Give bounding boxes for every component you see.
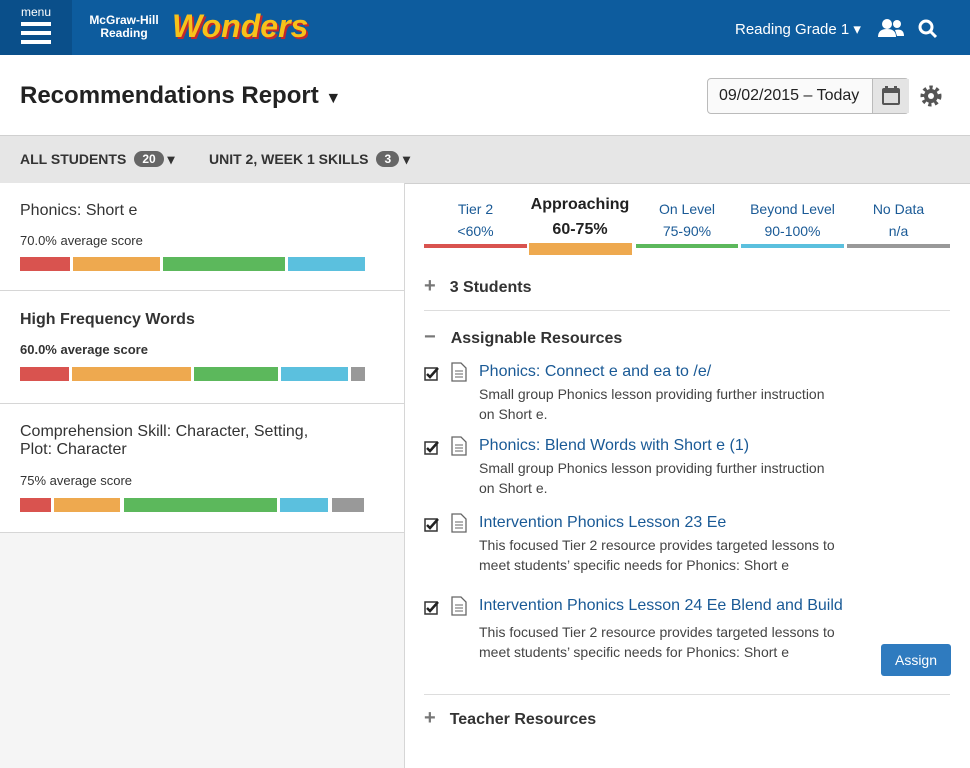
tier-name: Beyond Level — [750, 201, 835, 217]
resource-item: Intervention Phonics Lesson 23 Ee This fo… — [424, 513, 950, 583]
date-range: 09/02/2015 – Today — [719, 87, 860, 104]
document-icon — [451, 362, 467, 382]
menu-icon — [21, 22, 51, 26]
resource-description: Small group Phonics lesson providing fur… — [479, 460, 825, 496]
brand: McGraw-Hill Reading — [89, 13, 159, 40]
score-bar — [288, 257, 365, 271]
calendar-icon — [882, 86, 900, 105]
filter-label: ALL STUDENTS — [20, 151, 127, 167]
filter-label: UNIT 2, WEEK 1 SKILLS — [209, 151, 369, 167]
divider — [424, 694, 950, 695]
filter-count: 20 — [134, 151, 164, 167]
skill-card-selected[interactable]: High Frequency Words 60.0% average score — [0, 291, 404, 404]
resource-title[interactable]: Phonics: Blend Words with Short e (1) — [479, 437, 750, 454]
score-bar — [54, 498, 120, 512]
resource-description: This focused Tier 2 resource provides ta… — [479, 624, 835, 660]
assign-button[interactable]: Assign — [881, 644, 951, 676]
filter-skills[interactable]: UNIT 2, WEEK 1 SKILLS 3 ▾ — [209, 151, 411, 167]
resource-title[interactable]: Phonics: Connect e and ea to /e/ — [479, 363, 712, 380]
score-bar — [194, 367, 278, 381]
tier-tab-active[interactable]: Approaching 60-75% — [528, 192, 632, 242]
report-title[interactable]: Recommendations Report ▼ — [20, 82, 342, 109]
skill-card[interactable]: Comprehension Skill: Character, Setting,… — [0, 404, 404, 533]
skill-score: 60.0% average score — [20, 342, 148, 357]
checkbox[interactable] — [424, 517, 440, 533]
checkbox[interactable] — [424, 600, 440, 616]
score-bar — [332, 498, 364, 512]
tier-range: 75-90% — [662, 223, 712, 239]
score-bar — [281, 367, 348, 381]
tier-underline — [847, 244, 950, 248]
document-icon — [451, 596, 467, 616]
tier-underline — [424, 244, 527, 248]
score-bar — [20, 257, 70, 271]
report-title-text: Recommendations Report — [20, 82, 319, 109]
section-title: Teacher Resources — [449, 711, 597, 728]
document-icon — [451, 513, 467, 533]
divider — [424, 310, 950, 311]
score-bar — [72, 367, 191, 381]
tier-tab[interactable]: Tier 2 <60% — [424, 198, 527, 242]
resource-item: Intervention Phonics Lesson 24 Ee Blend … — [424, 596, 950, 666]
menu-button[interactable]: menu — [0, 0, 72, 55]
tier-name: Tier 2 — [457, 201, 494, 217]
filter-count: 3 — [376, 151, 400, 167]
teacher-toggle[interactable]: + Teacher Resources — [424, 707, 597, 729]
document-icon — [451, 436, 467, 456]
tier-underline — [636, 244, 738, 248]
checkbox[interactable] — [424, 366, 440, 382]
tier-name: No Data — [872, 201, 925, 217]
tier-underline — [741, 244, 844, 248]
resource-title[interactable]: Intervention Phonics Lesson 23 Ee — [479, 514, 727, 531]
resource-description: Small group Phonics lesson providing fur… — [479, 386, 825, 422]
resource-title[interactable]: Intervention Phonics Lesson 24 Ee Blend … — [479, 597, 843, 614]
tier-range: 90-100% — [764, 223, 821, 239]
tier-tab[interactable]: Beyond Level 90-100% — [741, 198, 844, 242]
score-bar — [351, 367, 365, 381]
filter-bar: ALL STUDENTS 20 ▾ UNIT 2, WEEK 1 SKILLS 3 … — [0, 135, 970, 184]
grade-label: Reading Grade 1 — [735, 21, 850, 38]
tier-name: Approaching — [530, 196, 630, 213]
score-bar — [124, 498, 277, 512]
tier-range: <60% — [457, 223, 494, 239]
skill-name: Comprehension Skill: Character, Setting,… — [20, 423, 309, 458]
score-bar — [280, 498, 328, 512]
tier-range: n/a — [888, 223, 909, 239]
tier-range: 60-75% — [552, 221, 608, 238]
classes-icon[interactable] — [878, 18, 904, 38]
resource-item: Phonics: Connect e and ea to /e/Small gr… — [424, 362, 950, 432]
tier-underline — [529, 243, 632, 255]
skill-name: Phonics: Short e — [20, 202, 138, 219]
resource-description: This focused Tier 2 resource provides ta… — [479, 537, 835, 573]
checkbox[interactable] — [424, 440, 440, 456]
skill-name: High Frequency Words — [20, 311, 195, 328]
score-bar — [20, 367, 69, 381]
date-picker[interactable]: 09/02/2015 – Today — [707, 78, 909, 114]
section-title: 3 Students — [449, 279, 532, 296]
search-icon[interactable] — [918, 19, 938, 39]
logo: Wonders — [172, 8, 309, 44]
score-bar — [20, 498, 51, 512]
calendar-button — [872, 79, 909, 113]
section-title: Assignable Resources — [450, 330, 623, 347]
students-toggle[interactable]: +3 Students — [424, 275, 532, 297]
score-bar — [73, 257, 160, 271]
skill-score: 75% average score — [20, 473, 133, 488]
tier-name: On Level — [658, 201, 716, 217]
menu-label: menu — [20, 5, 52, 19]
tier-tab[interactable]: On Level 75-90% — [636, 198, 738, 242]
top-bar: menu McGraw-Hill Reading Wonders Reading… — [0, 0, 970, 55]
assignable-toggle[interactable]: − Assignable Resources — [424, 326, 623, 348]
filter-students[interactable]: ALL STUDENTS 20 ▾ — [20, 151, 175, 167]
grade-selector[interactable]: Reading Grade 1 ▾ — [735, 21, 861, 38]
settings-icon[interactable] — [919, 84, 943, 108]
tier-tab[interactable]: No Data n/a — [847, 198, 950, 242]
skill-score: 70.0% average score — [20, 233, 143, 248]
resource-item: Phonics: Blend Words with Short e (1) Sma… — [424, 436, 950, 506]
skill-card[interactable]: Phonics: Short e 70.0% average score — [0, 183, 404, 291]
score-bar — [163, 257, 285, 271]
